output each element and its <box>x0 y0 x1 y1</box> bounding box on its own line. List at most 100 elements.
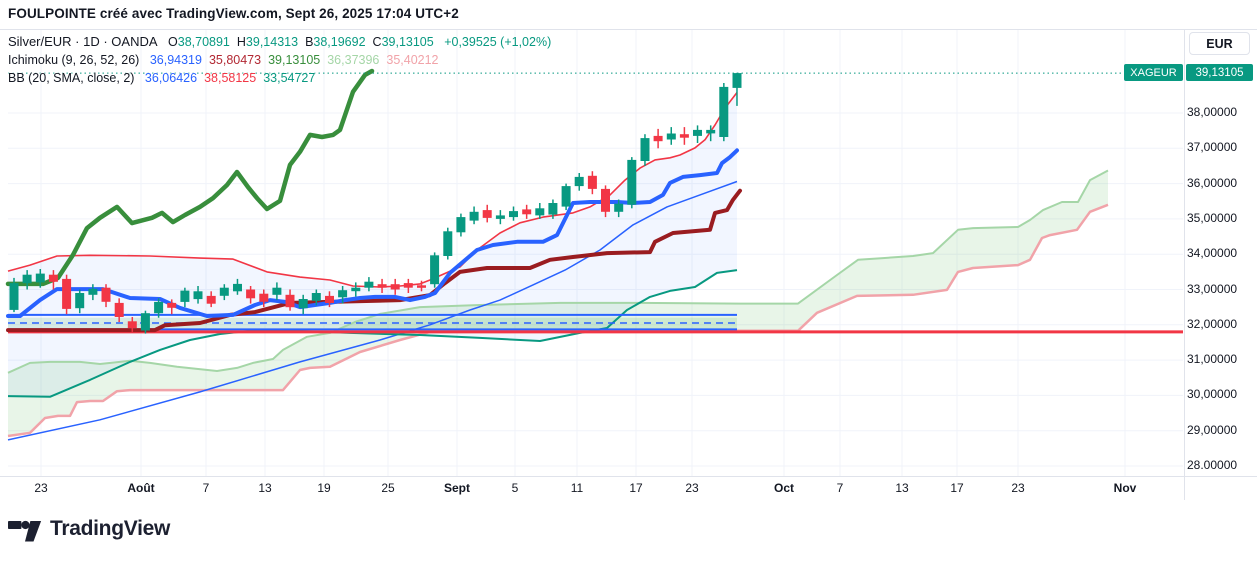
senkou-a-line <box>7 169 1109 374</box>
candle-body <box>377 284 387 288</box>
price-axis-label: 37,00000 <box>1187 140 1238 155</box>
candle-body <box>482 210 492 218</box>
candle-body <box>101 287 111 302</box>
candle-body <box>456 217 466 233</box>
candle-body <box>219 287 229 296</box>
candle-body <box>180 290 190 302</box>
candle-body <box>469 211 479 221</box>
candle-body <box>640 138 650 161</box>
price-axis-label: 36,00000 <box>1187 175 1238 190</box>
currency-toggle-button[interactable]: EUR <box>1189 32 1250 55</box>
legend-value: B38,19692 <box>305 35 366 49</box>
ichimoku-indicator-label[interactable]: Ichimoku (9, 26, 52, 26) <box>8 53 140 67</box>
tradingview-logo-text: TradingView <box>50 517 171 540</box>
time-axis-label: 11 <box>570 481 584 495</box>
price-axis-divider <box>1184 29 1185 500</box>
candle-body <box>509 211 518 218</box>
bb-values: 36,06426 38,58125 33,54727 <box>138 71 315 85</box>
candle-body <box>114 302 124 317</box>
candle-body <box>272 287 282 295</box>
price-axis-label: 31,00000 <box>1187 352 1238 367</box>
candle-body <box>167 302 177 308</box>
candle-body <box>495 215 505 219</box>
price-axis-label: 38,00000 <box>1187 105 1238 119</box>
candle-body <box>325 295 334 303</box>
time-axis-label: 5 <box>511 481 519 495</box>
candle-body <box>22 274 32 284</box>
candle-body <box>587 175 597 189</box>
candle-body <box>653 135 663 142</box>
watermark-title: FOULPOINTE créé avec TradingView.com, Se… <box>8 6 459 21</box>
price-axis-label: 32,00000 <box>1187 316 1238 331</box>
time-axis-label: 19 <box>317 481 331 495</box>
candle-body <box>561 186 571 207</box>
time-axis-label: 17 <box>629 481 643 495</box>
candle-body <box>614 203 624 212</box>
time-axis-label: 17 <box>950 481 964 495</box>
time-axis-label: 7 <box>836 481 844 495</box>
candle-body <box>75 293 85 309</box>
candle-body <box>311 293 321 301</box>
candle-body <box>35 273 45 283</box>
time-axis-label: 7 <box>202 481 210 495</box>
legend-value: 38,58125 <box>204 71 257 85</box>
legend-symbol-row: Silver/EUR · 1D · OANDA O38,70891 H39,143… <box>8 33 551 51</box>
price-axis-label: 34,00000 <box>1187 246 1238 261</box>
tradingview-logo[interactable]: TradingView <box>8 515 170 543</box>
time-axis-label: 13 <box>895 481 909 495</box>
time-axis-label: 23 <box>685 481 699 495</box>
time-axis-label: 23 <box>1011 481 1025 495</box>
candle-body <box>732 73 742 88</box>
ohlc-values: O38,70891 H39,14313 B38,19692 C39,13105 <box>161 35 434 49</box>
candle-body <box>390 284 400 290</box>
candle-body <box>417 285 426 288</box>
legend-value: 36,37396 <box>327 53 380 67</box>
candle-body <box>430 255 440 285</box>
candle-body <box>246 289 256 299</box>
legend-ichimoku-row: Ichimoku (9, 26, 52, 26) 36,94319 35,8047… <box>8 51 551 69</box>
legend: Silver/EUR · 1D · OANDA O38,70891 H39,143… <box>8 33 551 87</box>
legend-value: 36,06426 <box>144 71 198 85</box>
price-axis-label: 30,00000 <box>1187 387 1238 402</box>
candle-body <box>48 274 58 282</box>
bollinger-fill <box>8 92 737 397</box>
top-divider <box>0 29 1257 30</box>
tenkan-line <box>6 148 739 318</box>
legend-value: 33,54727 <box>263 71 316 85</box>
bb-lower-line <box>7 269 738 398</box>
candle-body <box>666 133 676 140</box>
candle-body <box>338 290 348 298</box>
time-axis-label: Oct <box>773 481 795 495</box>
bb-indicator-label[interactable]: BB (20, SMA, close, 2) <box>8 71 135 85</box>
time-axis-label: Sept <box>443 481 471 495</box>
price-axis-label: 29,00000 <box>1187 422 1238 437</box>
candle-body <box>693 129 702 136</box>
ichimoku-values: 36,94319 35,80473 39,13105 36,37396 35,40212 <box>143 53 439 67</box>
candle-body <box>285 294 295 308</box>
candle-body <box>403 283 413 288</box>
symbol-title[interactable]: Silver/EUR · 1D · OANDA <box>8 34 158 49</box>
candle-body <box>351 287 361 292</box>
change-value: +0,39525 (+1,02%) <box>444 35 552 49</box>
time-axis-label: 13 <box>258 481 272 495</box>
candle-body <box>535 208 545 216</box>
symbol-price-badge: XAGEUR <box>1124 64 1183 81</box>
time-axis-label: 23 <box>34 481 48 495</box>
chikou-line <box>5 68 375 287</box>
candle-body <box>193 291 203 300</box>
candle-body <box>364 281 374 288</box>
candle-body <box>574 176 584 187</box>
candle-body <box>443 231 453 256</box>
time-axis-divider <box>0 476 1257 477</box>
candle-body <box>233 283 242 292</box>
legend-value: 35,40212 <box>386 53 439 67</box>
candle-body <box>706 129 716 134</box>
last-price-badge: 39,13105 <box>1186 64 1253 81</box>
candle-body <box>88 288 98 295</box>
candle-body <box>627 159 637 205</box>
candle-body <box>259 293 269 302</box>
candle-body <box>719 86 729 137</box>
senkou-b-line <box>7 203 1109 438</box>
